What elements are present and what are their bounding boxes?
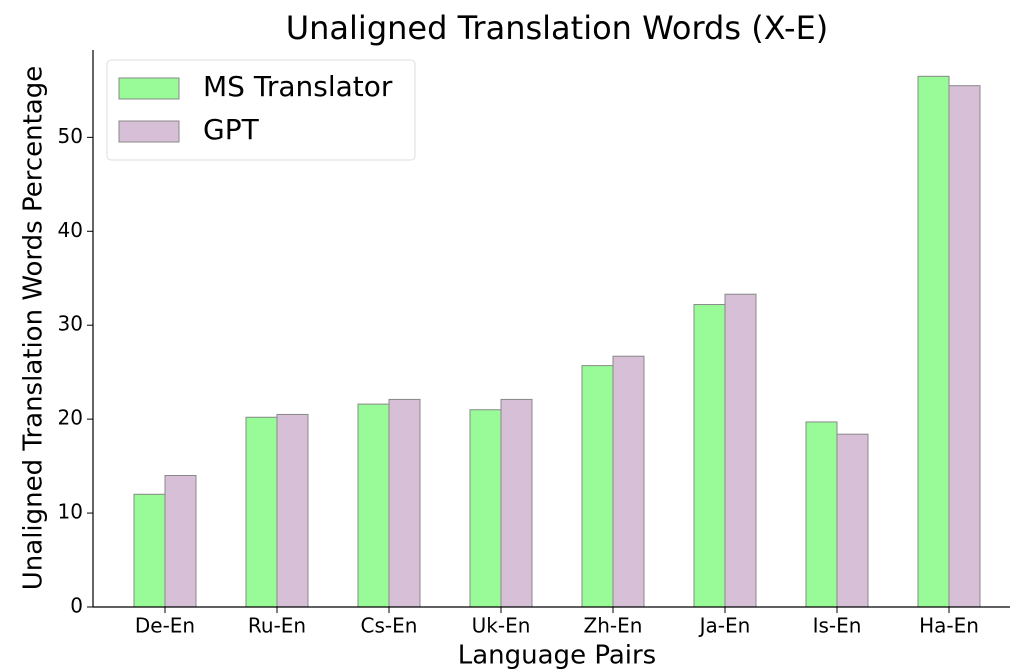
x-tick-label: Uk-En [472,614,531,638]
legend-swatch [118,120,180,143]
legend-box [106,59,416,161]
y-tick-label: 50 [58,124,83,148]
bar [133,493,166,608]
y-tick-label: 20 [58,406,83,430]
bar [581,365,614,608]
bar [693,304,726,608]
x-tick-label: De-En [135,614,195,638]
bar [388,398,421,608]
chart-title: Unaligned Translation Words (X-E) [286,9,829,47]
bar [948,85,981,608]
bar [724,293,757,608]
bar [357,403,390,608]
x-tick-label: Cs-En [361,614,418,638]
bar [469,409,502,608]
legend-label: GPT [203,113,260,146]
y-tick-label: 30 [58,312,83,336]
x-tick-label: Ha-En [919,614,979,638]
x-axis-label: Language Pairs [458,641,656,671]
bar [500,398,533,608]
x-tick-label: Is-En [813,614,862,638]
bar [164,474,197,608]
y-tick-label: 10 [58,500,83,524]
bar [245,416,278,608]
x-tick-label: Ru-En [248,614,306,638]
y-tick-label: 40 [58,218,83,242]
bar [276,413,309,608]
bar [612,355,645,608]
legend-label: MS Translator [203,70,393,103]
bar [836,433,869,608]
bar [917,75,950,608]
bar [805,421,838,608]
legend-swatch [118,77,180,100]
y-axis-label: Unaligned Translation Words Percentage [19,66,49,590]
x-tick-label: Ja-En [698,614,751,638]
x-tick-label: Zh-En [584,614,643,638]
y-tick-label: 0 [70,594,83,618]
